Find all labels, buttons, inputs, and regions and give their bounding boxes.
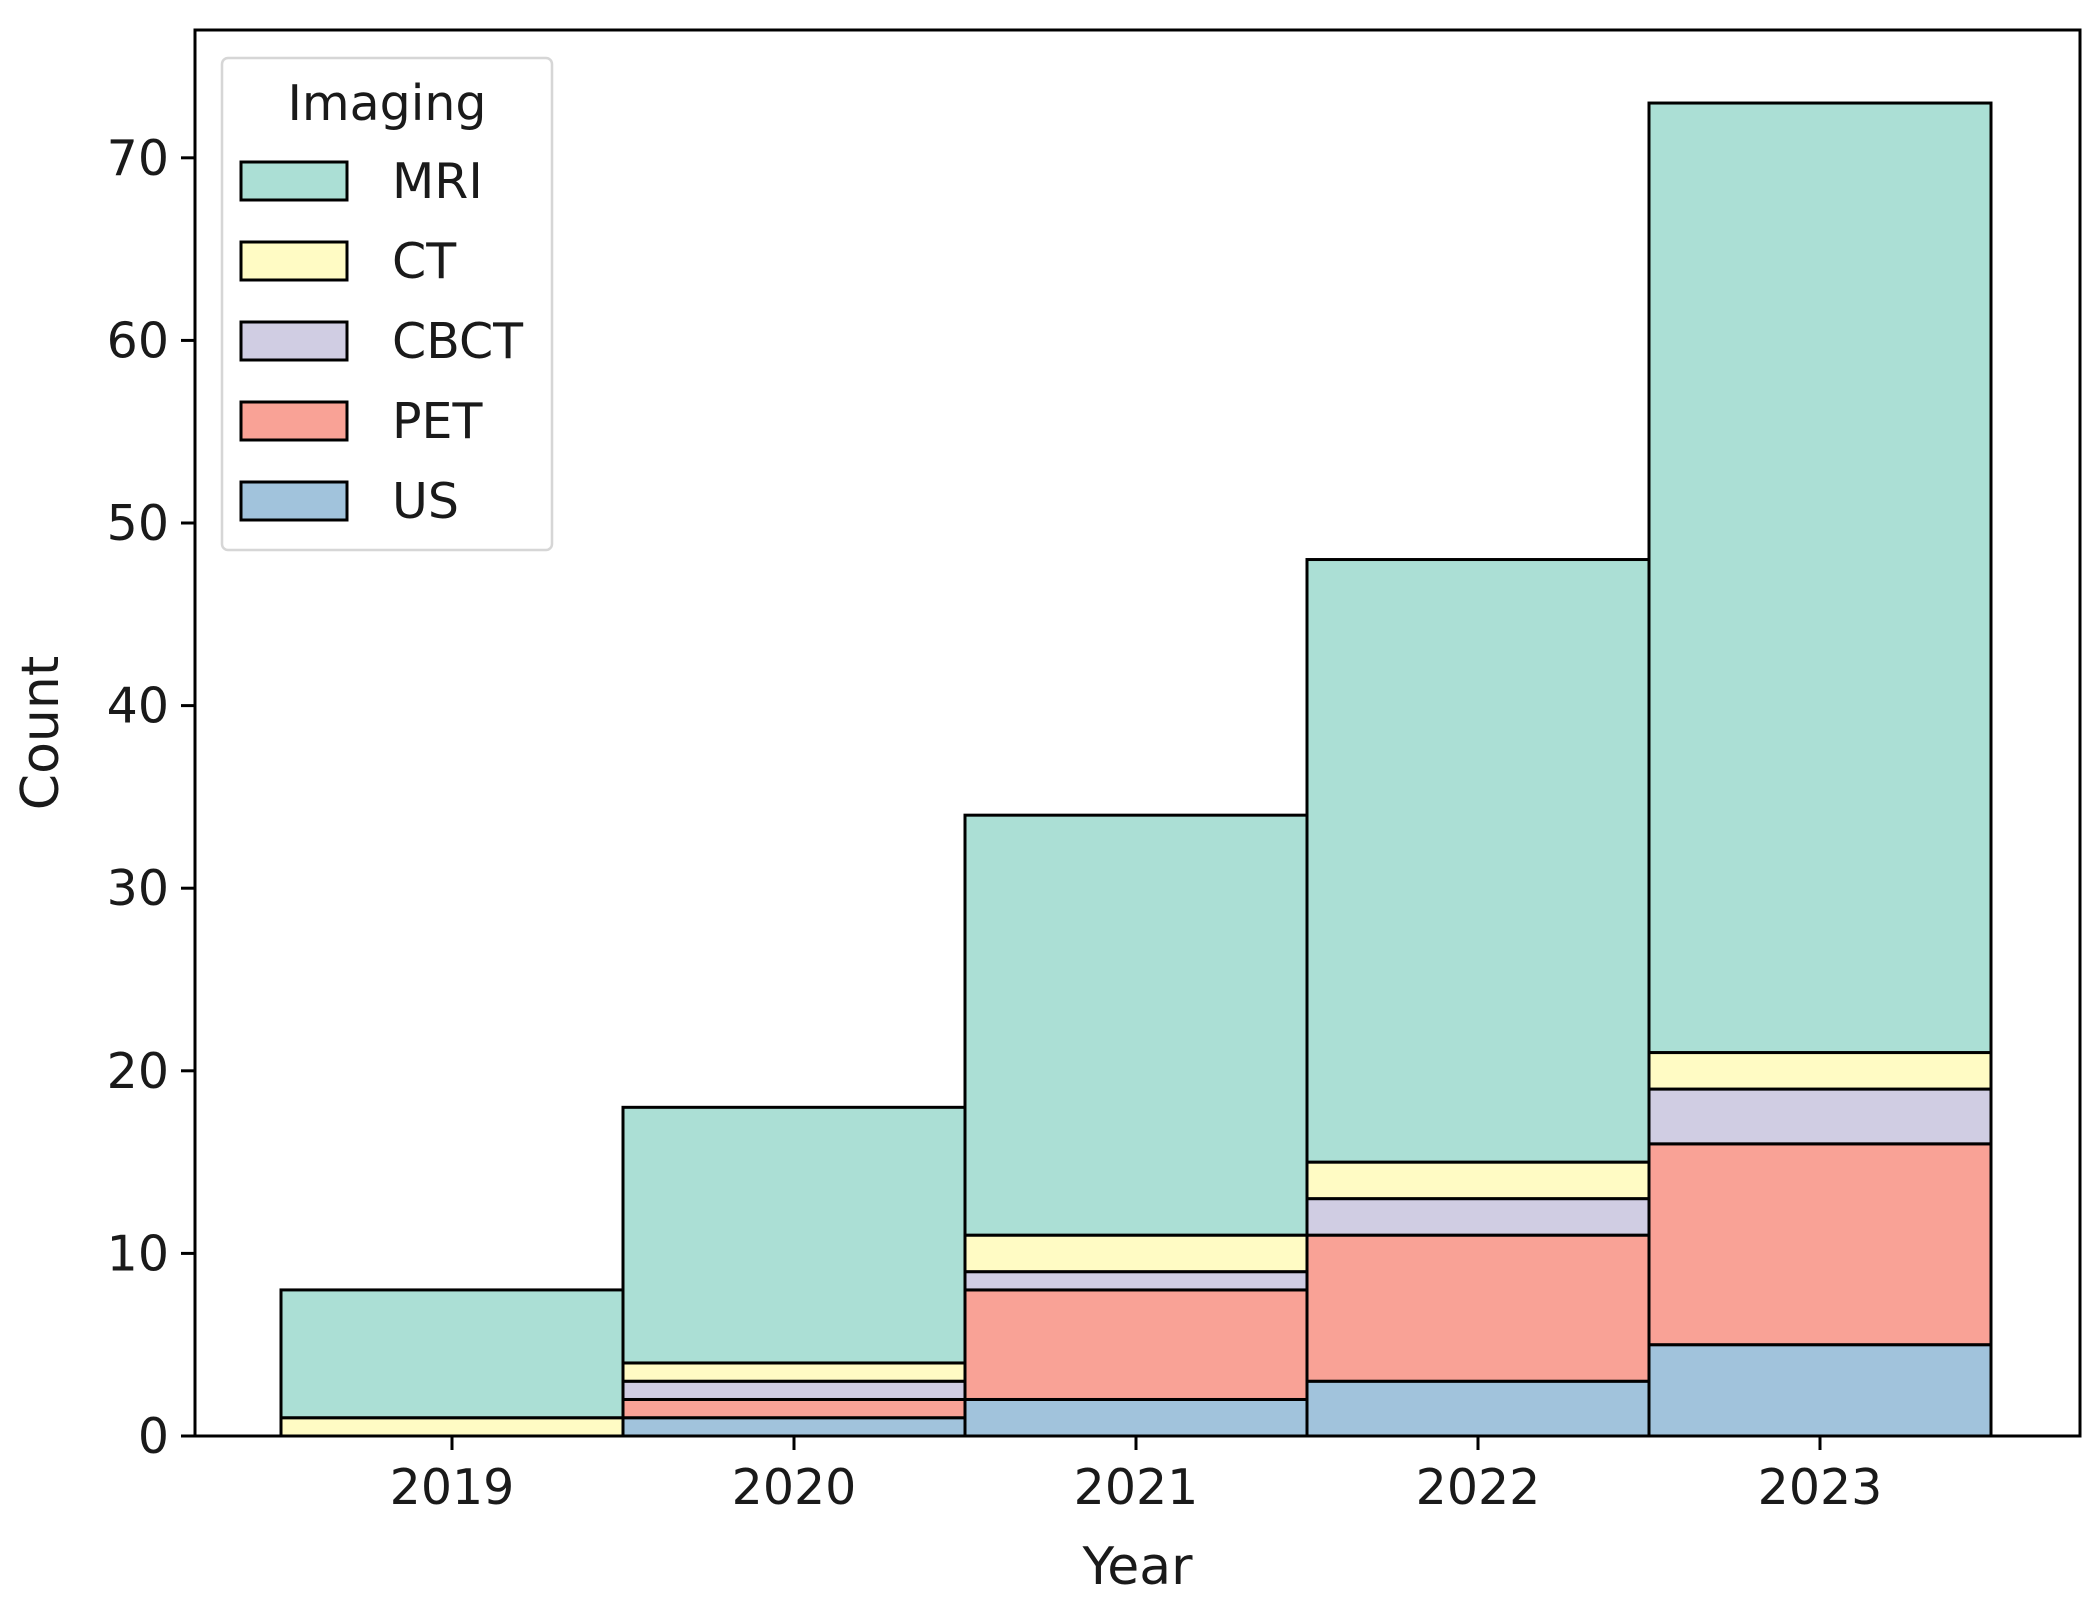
legend-label-ct: CT [392,233,457,290]
y-tick-label: 20 [107,1043,169,1100]
bar-segment-us-2021 [963,1397,1309,1438]
bar-segment-cbct-2020 [621,1379,967,1401]
y-tick-label: 30 [107,860,169,917]
bar-segment-ct-2020 [621,1361,967,1383]
y-axis: 0 10 20 30 40 50 60 70 [107,130,195,1465]
legend-label-us: US [392,473,459,530]
legend-swatch-mri [239,160,349,202]
bar-segment-us-2020 [621,1416,967,1438]
bar-segment-ct-2021 [963,1233,1309,1274]
x-axis: 2019 2020 2021 2022 2023 [390,1436,1883,1516]
legend-title: Imaging [287,75,486,132]
bar-segment-ct-2019 [279,1416,625,1438]
bar-segment-mri-2021 [963,813,1309,1237]
y-tick-label: 10 [107,1225,169,1282]
bar-segment-us-2023 [1647,1343,1993,1438]
y-tick-label: 70 [107,130,169,187]
bar-segment-us-2022 [1305,1379,1651,1438]
bar-segment-ct-2022 [1305,1160,1651,1201]
bar-segment-mri-2019 [279,1288,625,1420]
x-axis-label: Year [1081,1537,1193,1597]
legend-swatch-ct [239,240,349,282]
legend: Imaging MRI CT CBCT PET US [220,56,554,552]
legend-swatch-us [239,480,349,522]
bar-segment-pet-2021 [963,1288,1309,1401]
bar-segment-cbct-2022 [1305,1197,1651,1237]
legend-label-mri: MRI [392,153,483,210]
y-tick-label: 0 [138,1408,169,1465]
bar-segment-cbct-2021 [963,1270,1309,1292]
bar-segment-mri-2023 [1647,101,1993,1055]
bars-layer [279,101,1993,1438]
y-tick-label: 50 [107,495,169,552]
x-tick-label: 2021 [1074,1459,1199,1516]
x-tick-label: 2023 [1758,1459,1883,1516]
legend-label-pet: PET [392,393,484,450]
legend-label-cbct: CBCT [392,313,524,370]
bar-segment-mri-2022 [1305,558,1651,1164]
y-tick-label: 60 [107,312,169,369]
legend-swatch-pet [239,400,349,442]
bar-segment-cbct-2023 [1647,1087,1993,1146]
bar-segment-pet-2022 [1305,1233,1651,1383]
bar-segment-ct-2023 [1647,1051,1993,1091]
y-tick-label: 40 [107,678,169,735]
x-tick-label: 2022 [1416,1459,1541,1516]
bar-segment-mri-2020 [621,1105,967,1365]
bar-segment-pet-2023 [1647,1142,1993,1347]
legend-swatch-cbct [239,320,349,362]
y-axis-label: Count [11,656,71,810]
x-tick-label: 2020 [732,1459,857,1516]
bar-segment-pet-2020 [621,1397,967,1420]
x-tick-label: 2019 [390,1459,515,1516]
